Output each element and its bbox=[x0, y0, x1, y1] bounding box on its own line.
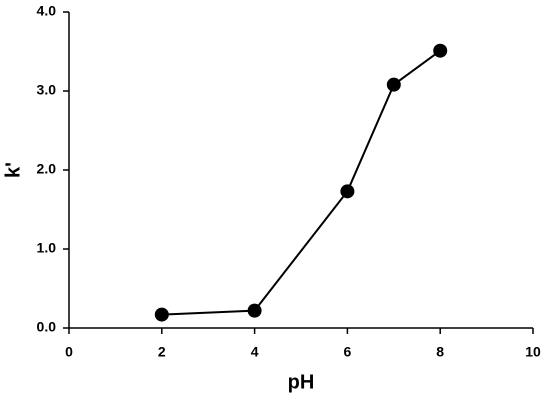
line bbox=[161, 49, 441, 316]
marker bbox=[386, 77, 401, 92]
marker bbox=[154, 307, 169, 322]
marker bbox=[340, 184, 355, 199]
y-tick-label: 0.0 bbox=[37, 319, 57, 335]
x-tick-label: 2 bbox=[158, 344, 166, 360]
x-tick-label: 0 bbox=[65, 344, 73, 360]
y-axis-title: k' bbox=[2, 162, 24, 178]
marker bbox=[247, 303, 262, 318]
x-tick-label: 4 bbox=[251, 344, 259, 360]
x-tick-label: 8 bbox=[436, 344, 444, 360]
marker bbox=[433, 43, 448, 58]
y-tick-label: 2.0 bbox=[37, 161, 57, 177]
y-tick-label: 1.0 bbox=[37, 240, 57, 256]
x-axis-title: pH bbox=[288, 371, 315, 393]
x-tick-label: 10 bbox=[525, 344, 541, 360]
x-tick-label: 6 bbox=[344, 344, 352, 360]
y-tick-label: 4.0 bbox=[37, 3, 57, 19]
y-tick-label: 3.0 bbox=[37, 82, 57, 98]
